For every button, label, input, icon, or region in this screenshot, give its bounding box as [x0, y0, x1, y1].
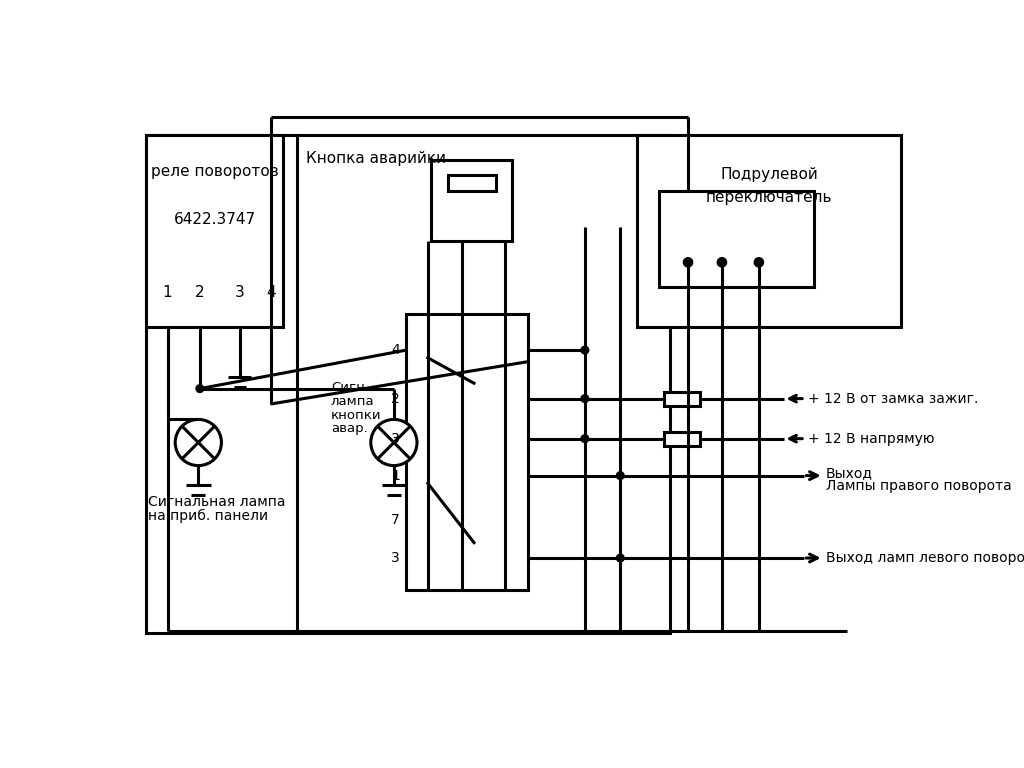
Text: лампа: лампа — [331, 395, 375, 408]
Text: Подрулевой: Подрулевой — [720, 167, 818, 182]
Text: Сигн.: Сигн. — [331, 381, 369, 394]
Text: Выход: Выход — [826, 466, 872, 480]
Text: 4: 4 — [266, 285, 275, 300]
Text: переключатель: переключатель — [706, 190, 833, 205]
Bar — [665, 392, 699, 406]
Text: + 12 В от замка зажиг.: + 12 В от замка зажиг. — [808, 392, 979, 406]
Circle shape — [755, 258, 764, 267]
Text: 4: 4 — [391, 343, 400, 357]
Text: 2: 2 — [195, 285, 205, 300]
Text: 1: 1 — [391, 468, 400, 482]
Text: 6422.3747: 6422.3747 — [173, 212, 256, 227]
Circle shape — [683, 258, 692, 267]
Text: авар.: авар. — [331, 422, 368, 435]
Bar — [658, 190, 814, 287]
Text: + 12 В напрямую: + 12 В напрямую — [808, 432, 935, 445]
Text: 3: 3 — [391, 432, 400, 445]
Circle shape — [616, 554, 625, 562]
Text: 7: 7 — [391, 512, 400, 527]
Circle shape — [371, 419, 417, 465]
Circle shape — [581, 346, 589, 354]
Text: Выход ламп левого поворота: Выход ламп левого поворота — [826, 551, 1024, 565]
Bar — [447, 175, 496, 190]
Text: кнопки: кнопки — [331, 409, 381, 422]
Text: Лампы правого поворота: Лампы правого поворота — [826, 478, 1012, 493]
Circle shape — [196, 385, 204, 392]
Bar — [665, 432, 699, 445]
Bar — [295, 134, 671, 634]
Bar — [637, 134, 900, 327]
Circle shape — [175, 419, 221, 465]
Text: 3: 3 — [391, 551, 400, 565]
Bar — [146, 134, 283, 327]
Bar — [407, 314, 528, 590]
Circle shape — [581, 395, 589, 402]
Circle shape — [616, 472, 625, 479]
Text: 2: 2 — [391, 392, 400, 406]
Text: Сигнальная лампа: Сигнальная лампа — [147, 495, 285, 509]
Text: 1: 1 — [163, 285, 172, 300]
Text: реле поворотов: реле поворотов — [151, 164, 279, 179]
Bar — [146, 134, 297, 634]
Bar — [431, 160, 512, 241]
Circle shape — [717, 258, 727, 267]
Text: 3: 3 — [236, 285, 245, 300]
Text: на приб. панели: на приб. панели — [147, 508, 267, 523]
Text: Кнопка аварийки: Кнопка аварийки — [306, 151, 446, 167]
Circle shape — [581, 435, 589, 442]
